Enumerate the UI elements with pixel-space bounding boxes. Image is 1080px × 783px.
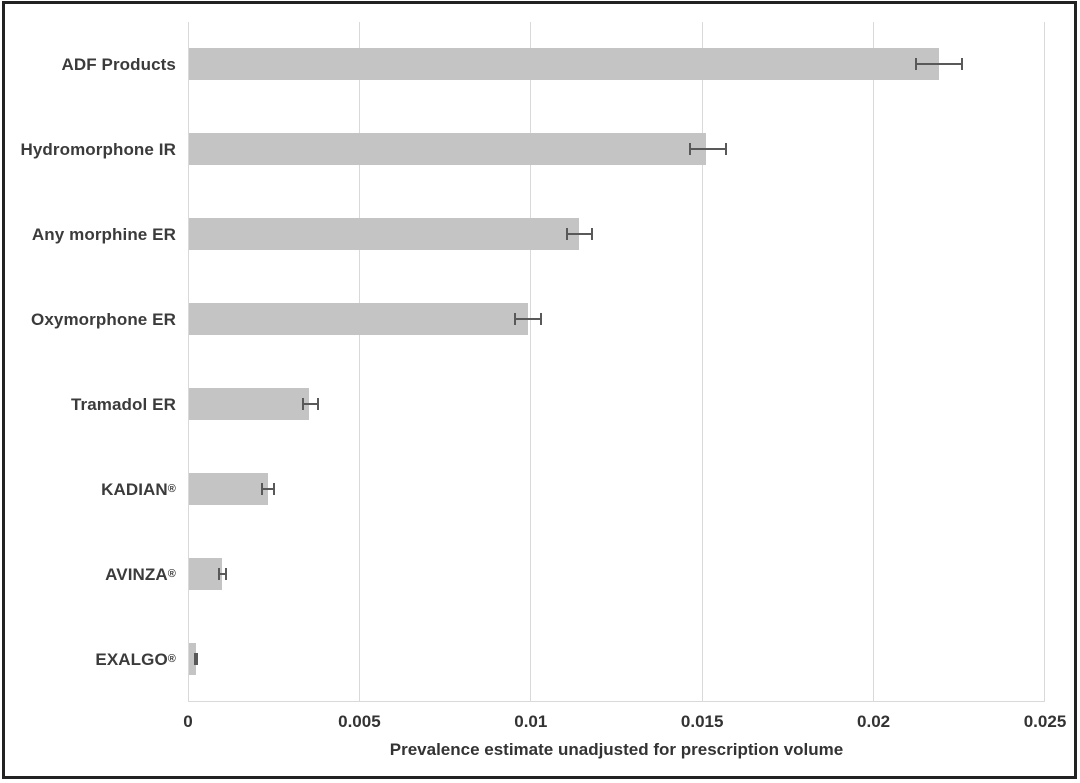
- bar-row: [189, 277, 1045, 362]
- x-tick-label: 0.005: [338, 712, 381, 731]
- x-tick-label: 0: [183, 712, 193, 731]
- error-bar-cap-right: [195, 653, 198, 665]
- bar-row: [189, 192, 1045, 277]
- gridline: [701, 22, 703, 701]
- category-label: KADIAN ®: [101, 479, 176, 499]
- category-labels: ADF Products Hydromorphone IR Any morphine…: [5, 22, 176, 702]
- bar: [189, 388, 309, 420]
- error-bar-cap-right: [317, 398, 320, 410]
- error-bar-line: [260, 488, 275, 490]
- error-bar-cap-right: [960, 58, 963, 70]
- error-bar-cap-left: [565, 228, 568, 240]
- error-bar-cap-right: [272, 483, 275, 495]
- registered-trademark-symbol: ®: [167, 483, 176, 495]
- category-label: ADF Products: [61, 54, 176, 74]
- error-bar-cap-right: [724, 143, 727, 155]
- error-bar-cap-left: [194, 653, 197, 665]
- bar: [189, 303, 528, 335]
- category-label: Tramadol ER: [70, 394, 176, 414]
- bar: [189, 48, 939, 80]
- bar-row: [189, 447, 1045, 532]
- registered-trademark-symbol: ®: [167, 568, 176, 580]
- x-axis-tick-labels: 0 0.005 0.01 0.015 0.02 0.025: [183, 703, 1066, 733]
- category-label: EXALGO ®: [95, 649, 176, 669]
- error-bar-line: [914, 63, 963, 65]
- bar: [189, 643, 196, 675]
- error-bar: [565, 228, 594, 240]
- gridline: [359, 22, 361, 701]
- error-bar-cap-right: [591, 228, 594, 240]
- error-bar: [914, 58, 963, 70]
- bar-row: [189, 532, 1045, 617]
- error-bar: [301, 398, 320, 410]
- category-label: Oxymorphone ER: [31, 309, 176, 329]
- bar: [189, 133, 707, 165]
- error-bar: [194, 653, 198, 665]
- bar-row: [189, 617, 1045, 702]
- error-bar-line: [301, 403, 320, 405]
- gridline: [1044, 22, 1045, 701]
- error-bar-line: [218, 573, 227, 575]
- bar-row: [189, 107, 1045, 192]
- category-label: AVINZA ®: [105, 564, 176, 584]
- error-bar-line: [514, 318, 542, 320]
- gridline: [872, 22, 874, 701]
- bar: [189, 218, 580, 250]
- error-bar-cap-left: [914, 58, 917, 70]
- bar: [189, 473, 268, 505]
- bar-row: [189, 22, 1045, 107]
- bar: [189, 558, 222, 590]
- error-bar-line: [688, 148, 727, 150]
- gridline: [530, 22, 532, 701]
- error-bar: [260, 483, 275, 495]
- error-bar: [218, 568, 227, 580]
- error-bar-cap-left: [514, 313, 517, 325]
- x-axis-title: Prevalence estimate unadjusted for presc…: [389, 740, 844, 759]
- plot-area: [188, 22, 1045, 702]
- x-tick-label: 0.01: [514, 712, 548, 731]
- x-tick-label: 0.02: [857, 712, 891, 731]
- error-bar: [688, 143, 727, 155]
- error-bar: [514, 313, 542, 325]
- error-bar-line: [565, 233, 594, 235]
- category-label: Any morphine ER: [31, 224, 176, 244]
- bar-row: [189, 362, 1045, 447]
- error-bar-cap-left: [301, 398, 304, 410]
- x-tick-label: 0.015: [680, 712, 724, 731]
- registered-trademark-symbol: ®: [167, 653, 176, 665]
- error-bar-cap-right: [539, 313, 542, 325]
- error-bar-cap-left: [688, 143, 691, 155]
- x-tick-label: 0.025: [1023, 712, 1067, 731]
- error-bar-cap-left: [260, 483, 263, 495]
- error-bar-cap-right: [224, 568, 227, 580]
- error-bar-cap-left: [218, 568, 221, 580]
- category-label: Hydromorphone IR: [20, 139, 176, 159]
